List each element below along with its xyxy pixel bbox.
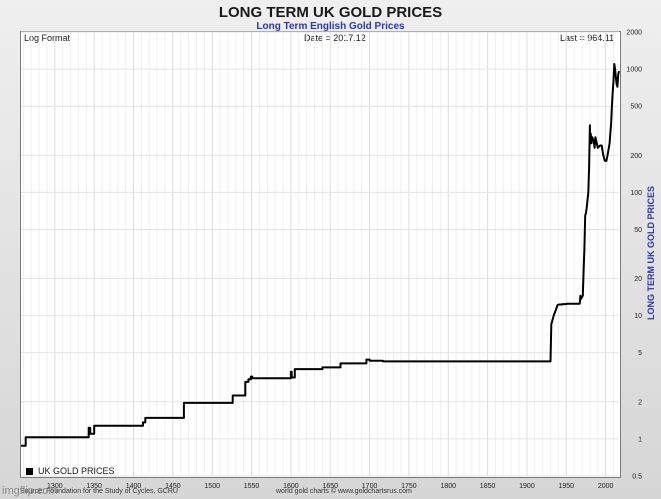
y-tick-label: 2000 (626, 30, 642, 37)
x-tick-label: 1950 (558, 483, 574, 490)
watermark: imgflip.com (2, 485, 58, 497)
y-tick-label: 10 (634, 313, 642, 320)
y-tick-label: 1 (638, 436, 642, 443)
x-tick-label: 1750 (401, 483, 417, 490)
last-value-readout: Last = 964.11 (560, 33, 615, 43)
y-tick-label: 20 (634, 276, 642, 283)
chart-subtitle: Long Term English Gold Prices (256, 21, 405, 32)
x-tick-label: 2000 (598, 483, 614, 490)
x-tick-label: 1600 (283, 483, 299, 490)
y-tick-label: 1000 (626, 67, 642, 74)
legend-swatch (26, 467, 33, 475)
y-tick-label: 2 (638, 399, 642, 406)
x-tick-label: 1850 (480, 483, 496, 490)
legend-label: UK GOLD PRICES (38, 466, 115, 476)
x-tick-label: 1300 (47, 483, 63, 490)
chart-title: LONG TERM UK GOLD PRICES (218, 4, 443, 21)
y-tick-label: 100 (630, 190, 642, 197)
footer-source: Source: Foundation for the Study of Cycl… (20, 488, 178, 495)
y-tick-label: 0.5 (632, 474, 642, 481)
x-tick-label: 1700 (362, 483, 378, 490)
y-tick-label: 200 (630, 153, 642, 160)
plot-area (20, 31, 621, 478)
y-tick-label: 50 (634, 227, 642, 234)
y-axis-tick-labels: 0.5 1 2 5 10 20 50 100 200 500 1000 2000 (626, 30, 642, 481)
x-tick-label: 1500 (204, 483, 220, 490)
grid-layer (21, 31, 619, 477)
x-tick-label: 1350 (86, 483, 102, 490)
date-readout: Date = 2017.12 (304, 33, 366, 43)
legend: UK GOLD PRICES (26, 466, 115, 476)
x-axis-tick-labels: 1300 1350 1400 1450 1500 1550 1600 1650 1700 1750… (47, 483, 613, 490)
y-tick-label: 5 (638, 350, 642, 357)
x-tick-label: 1400 (126, 483, 142, 490)
series-line-uk-gold-prices (21, 63, 620, 447)
x-tick-label: 1650 (322, 483, 338, 490)
x-tick-label: 1550 (244, 483, 260, 490)
x-tick-label: 1900 (519, 483, 535, 490)
x-tick-label: 1450 (165, 483, 181, 490)
y-tick-label: 500 (630, 104, 642, 111)
x-tick-label: 1800 (440, 483, 456, 490)
footer-credit: world gold charts © www.goldchartsrus.co… (276, 488, 412, 495)
